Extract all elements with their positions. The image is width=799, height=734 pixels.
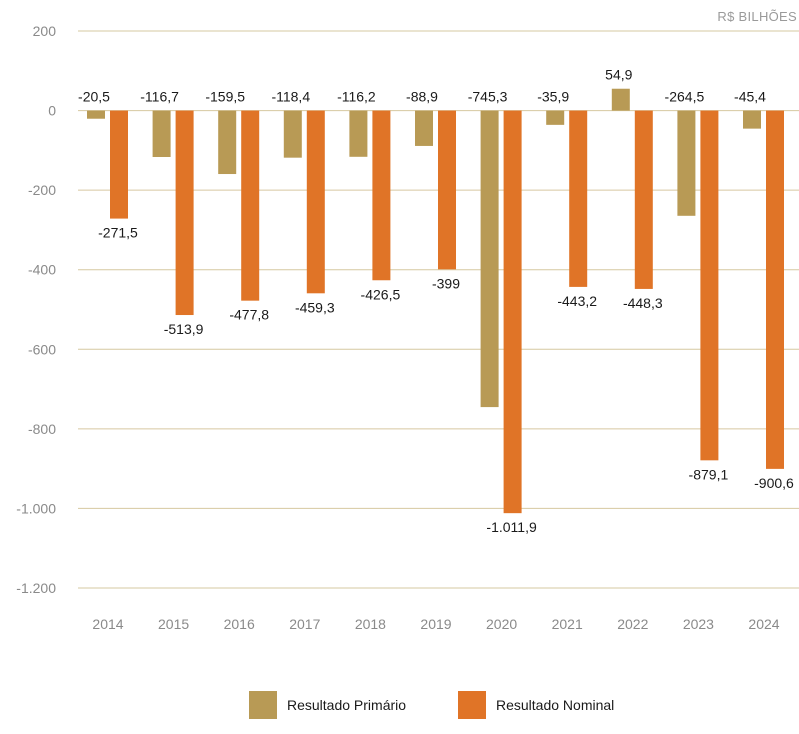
x-tick-label: 2016 (224, 616, 255, 632)
x-tick-label: 2021 (552, 616, 583, 632)
bar-nominal (110, 110, 128, 219)
data-label-primary: -745,3 (468, 89, 508, 105)
data-label-nominal: -879,1 (689, 466, 729, 482)
bar-nominal (503, 110, 522, 514)
x-tick-label: 2019 (420, 616, 451, 632)
bar-nominal (306, 110, 325, 294)
bar-primary (677, 110, 696, 216)
y-tick-label: 200 (33, 23, 57, 39)
bar-primary (480, 110, 499, 408)
data-label-primary: -264,5 (665, 89, 705, 105)
data-label-nominal: -443,2 (557, 293, 597, 309)
bars (87, 88, 784, 514)
x-tick-label: 2023 (683, 616, 714, 632)
legend-swatch-nominal (458, 691, 486, 719)
data-label-nominal: -513,9 (164, 321, 204, 337)
legend-swatch-primary (249, 691, 277, 719)
y-tick-label: -600 (28, 341, 56, 357)
legend-item-primary: Resultado Primário (249, 691, 406, 719)
data-label-nominal: -426,5 (361, 286, 401, 302)
bar-primary (611, 88, 630, 111)
bar-primary (152, 110, 171, 158)
bar-nominal (241, 110, 260, 301)
x-tick-label: 2014 (92, 616, 123, 632)
data-label-nominal: -271,5 (98, 225, 138, 241)
y-tick-label: 0 (48, 103, 56, 119)
x-tick-label: 2017 (289, 616, 320, 632)
bar-nominal (569, 110, 588, 287)
bar-primary (87, 110, 105, 119)
bar-nominal (372, 110, 391, 281)
x-tick-label: 2015 (158, 616, 189, 632)
unit-label: R$ BILHÕES (717, 9, 797, 24)
y-tick-label: -800 (28, 421, 56, 437)
data-label-primary: -159,5 (205, 89, 245, 105)
data-label-primary: -116,7 (140, 89, 179, 105)
data-label-nominal: -1.011,9 (486, 519, 537, 535)
legend-label-primary: Resultado Primário (287, 697, 407, 713)
data-label-primary: -20,5 (78, 89, 110, 105)
data-label-primary: -88,9 (406, 89, 438, 105)
legend: Resultado Primário Resultado Nominal (0, 691, 799, 721)
data-label-primary: -118,4 (271, 89, 310, 105)
x-axis-ticks: 2014 2015 2016 2017 2018 2019 2020 2021 2022 2023… (92, 616, 779, 632)
bar-primary (546, 110, 565, 125)
data-label-primary: -116,2 (337, 89, 376, 105)
x-tick-label: 2018 (355, 616, 386, 632)
bar-primary (218, 110, 237, 175)
y-tick-label: -1.200 (16, 580, 56, 596)
y-tick-label: -1.000 (16, 500, 56, 516)
data-label-nominal: -459,3 (295, 299, 335, 315)
bar-nominal (700, 110, 719, 461)
bar-primary (349, 110, 368, 157)
bar-primary (415, 110, 433, 146)
data-label-nominal: -900,6 (754, 475, 794, 491)
x-tick-label: 2020 (486, 616, 517, 632)
bar-primary (283, 110, 302, 158)
data-labels: -20,5 -271,5 -116,7 -513,9 -159,5 -477,8 -118,… (78, 67, 794, 535)
data-label-nominal: -477,8 (229, 307, 269, 323)
y-tick-label: -400 (28, 262, 56, 278)
data-label-primary: 54,9 (605, 67, 632, 83)
bar-nominal (634, 110, 653, 289)
bar-nominal (438, 110, 456, 270)
bar-nominal (175, 110, 194, 316)
bar-primary (743, 110, 761, 129)
y-axis-ticks: 200 0 -200 -400 -600 -800 -1.000 -1.200 (16, 23, 56, 596)
data-label-primary: -35,9 (537, 89, 569, 105)
legend-label-nominal: Resultado Nominal (496, 697, 615, 713)
y-tick-label: -200 (28, 182, 56, 198)
legend-item-nominal: Resultado Nominal (458, 691, 614, 719)
x-tick-label: 2022 (617, 616, 648, 632)
data-label-nominal: -448,3 (623, 295, 663, 311)
data-label-nominal: -399 (432, 275, 460, 291)
x-tick-label: 2024 (748, 616, 779, 632)
data-label-primary: -45,4 (734, 89, 766, 105)
bar-nominal (766, 110, 784, 469)
